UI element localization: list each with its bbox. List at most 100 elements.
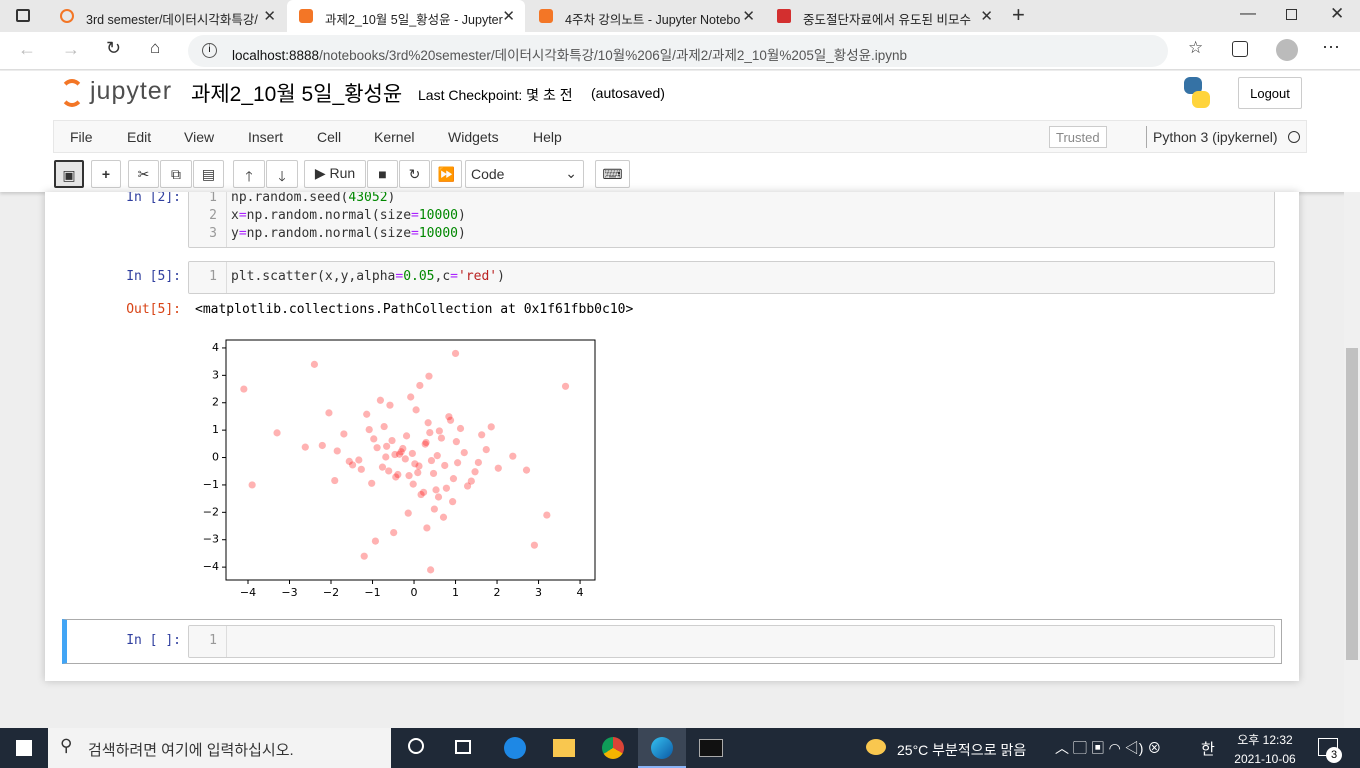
scatter-point	[376, 396, 385, 404]
code-token: 10000	[418, 208, 458, 223]
notebook-name[interactable]: 과제2_10월 5일_황성윤	[191, 83, 403, 106]
scatter-point	[391, 450, 399, 459]
menu-item[interactable]: View	[184, 129, 215, 145]
menu-item[interactable]: File	[70, 129, 93, 145]
scrollbar[interactable]	[1344, 192, 1360, 728]
menu-item[interactable]: Insert	[248, 129, 284, 145]
scatter-point	[370, 435, 378, 443]
scatter-point	[487, 423, 495, 431]
scatter-point	[433, 452, 441, 460]
run-all-button[interactable]: ⏩	[431, 160, 462, 188]
scatter-point	[390, 529, 398, 537]
weather-icon[interactable]	[866, 739, 886, 755]
tab[interactable]: 4주차 강의노트 - Jupyter Notebo ✕	[527, 0, 765, 32]
python-logo	[1182, 77, 1212, 109]
move-up-button[interactable]: 🡑	[233, 160, 265, 188]
cortana[interactable]	[408, 738, 424, 754]
move-down-button[interactable]: 🡓	[266, 160, 298, 188]
menu-item[interactable]: Kernel	[374, 129, 415, 145]
weather[interactable]: 25°C 부분적으로 맑음	[897, 742, 1027, 758]
scatter-point	[437, 434, 446, 442]
scatter-point	[427, 566, 435, 574]
paste-button[interactable]: ▤	[193, 160, 224, 188]
tray-icons[interactable]: ︿ ▢ ▣ ◠ ◁) ⊗	[1055, 740, 1162, 756]
reload[interactable]: ↻	[106, 38, 122, 58]
restore[interactable]	[1286, 9, 1297, 20]
selected-cell[interactable]	[62, 619, 1282, 664]
new-tab[interactable]: +	[1012, 2, 1025, 27]
code-token: 43052	[348, 192, 388, 205]
scatter-point	[424, 419, 432, 427]
y-tick-label: 0	[212, 451, 219, 464]
task-view[interactable]	[455, 740, 471, 754]
scatter-point	[360, 552, 368, 560]
scroll-thumb[interactable]	[1346, 348, 1358, 660]
ie-icon[interactable]	[504, 737, 526, 759]
logo[interactable]: jupyter	[90, 77, 173, 105]
explorer-icon[interactable]	[553, 739, 575, 757]
code-editor[interactable]: 1 np.random.seed(43052) 2 x=np.random.norma…	[188, 192, 1275, 248]
start-button[interactable]	[16, 740, 32, 756]
code-token: ,c	[434, 269, 451, 284]
favorites[interactable]: ☆	[1188, 38, 1204, 57]
minimize[interactable]: —	[1240, 5, 1256, 22]
logout-button[interactable]: Logout	[1238, 77, 1302, 109]
y-tick-label: 4	[212, 341, 219, 354]
input-prompt: In [2]:	[126, 192, 181, 205]
x-tick-label: −2	[323, 586, 339, 599]
scatter-point	[318, 441, 326, 450]
terminal-icon[interactable]	[699, 739, 723, 757]
scatter-point	[310, 360, 319, 368]
back[interactable]: ←	[18, 39, 36, 59]
scatter-point	[415, 462, 423, 470]
y-tick-label: −1	[203, 478, 219, 491]
url-field[interactable]: i localhost:8888/notebooks/3rd%20semeste…	[188, 35, 1168, 67]
restart-button[interactable]: ↻	[399, 160, 430, 188]
run-button[interactable]: ▶ Run	[304, 160, 366, 188]
url-host: localhost:8888	[232, 48, 320, 63]
y-tick-label: −2	[203, 505, 219, 518]
interrupt-button[interactable]: ■	[367, 160, 398, 188]
tab[interactable]: 중도절단자료에서 유도된 비모수 ✕	[765, 0, 1003, 32]
ime-indicator[interactable]: 한	[1201, 741, 1215, 758]
chrome-icon[interactable]	[602, 737, 624, 759]
menu-item[interactable]: Widgets	[448, 129, 499, 145]
clock[interactable]: 오후 12:32 2021-10-06	[1230, 731, 1300, 766]
menu-item[interactable]: Edit	[127, 129, 152, 145]
code-editor[interactable]: 1	[188, 625, 1275, 658]
collections[interactable]	[1232, 41, 1248, 57]
edge-task[interactable]	[638, 728, 686, 768]
code-line: plt.scatter(x,y,alpha=0.05,c='red')	[231, 269, 505, 284]
save-button[interactable]: ▣	[54, 160, 84, 188]
close[interactable]: ✕	[1330, 4, 1345, 23]
tab[interactable]: 3rd semester/데이터시각화특강/✕	[48, 0, 286, 32]
profile[interactable]	[1276, 39, 1298, 61]
scatter-point	[414, 469, 422, 477]
scatter-point	[432, 486, 440, 494]
scatter-point	[435, 427, 443, 435]
scatter-point	[371, 537, 380, 545]
menu-item[interactable]: Cell	[317, 129, 342, 145]
insert-button[interactable]: +	[91, 160, 121, 188]
cut-button[interactable]: ✂	[128, 160, 159, 188]
forward[interactable]: →	[62, 39, 80, 59]
command-palette-button[interactable]: ⌨	[595, 160, 630, 188]
scatter-point	[382, 453, 390, 461]
trusted-indicator[interactable]: Trusted	[1049, 126, 1107, 148]
code-editor[interactable]: 1 plt.scatter(x,y,alpha=0.05,c='red')	[188, 261, 1275, 294]
tab-actions[interactable]	[16, 9, 30, 22]
settings-menu[interactable]: ⋯	[1322, 37, 1340, 57]
copy-button[interactable]: ⧉	[160, 160, 192, 188]
scatter-point	[451, 349, 460, 358]
home[interactable]: ⌂	[150, 38, 161, 57]
search-box[interactable]: ⚲ 검색하려면 여기에 입력하십시오.	[48, 728, 391, 768]
autosaved: (autosaved)	[591, 85, 665, 101]
notebook: In [2]: 1 np.random.seed(43052) 2 x=np.rando…	[45, 192, 1299, 681]
scatter-point	[397, 448, 405, 456]
cell-type-select[interactable]: Code ⌄	[465, 160, 584, 188]
code-token: =	[411, 226, 419, 241]
code-token: np.random.seed(	[231, 192, 349, 205]
y-tick-label: −3	[203, 533, 219, 546]
menu-item[interactable]: Help	[533, 129, 562, 145]
tab[interactable]: 과제2_10월 5일_황성윤 - Jupyter ✕	[287, 0, 525, 32]
